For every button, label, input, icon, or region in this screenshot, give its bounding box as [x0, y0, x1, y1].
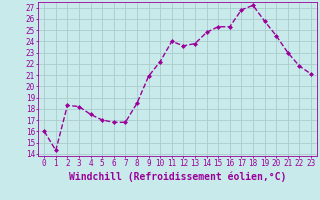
X-axis label: Windchill (Refroidissement éolien,°C): Windchill (Refroidissement éolien,°C) — [69, 171, 286, 182]
